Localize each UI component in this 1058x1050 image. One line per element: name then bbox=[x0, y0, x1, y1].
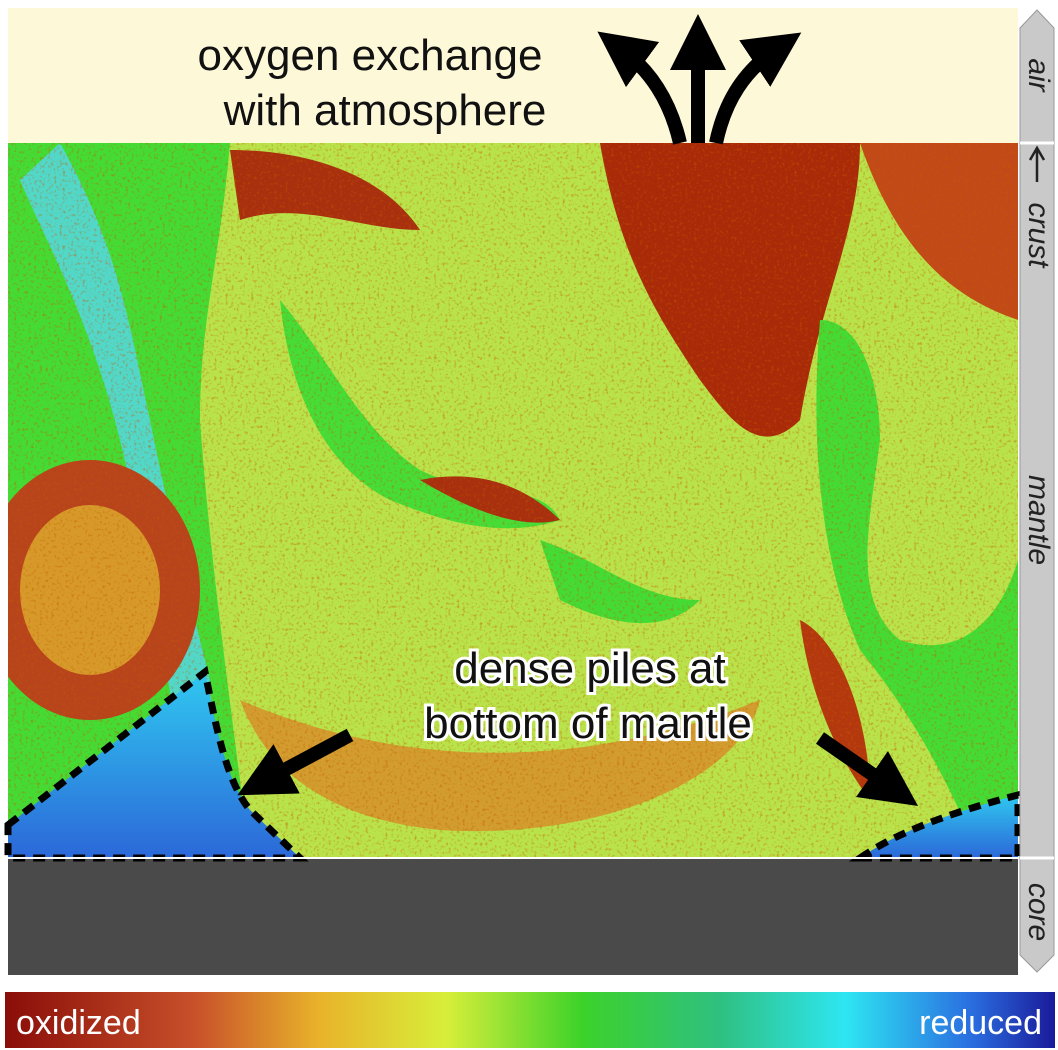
layer-label: air bbox=[1022, 58, 1055, 92]
page: Mantle oxidation diagram html, body { ma… bbox=[0, 0, 1058, 1050]
piles-label: bottom of mantle bbox=[424, 699, 752, 748]
header-line: oxygen exchange bbox=[198, 31, 543, 80]
layer-label: core bbox=[1022, 883, 1055, 941]
page-body: {"header": {"lines": ["oxygen exchange",… bbox=[0, 0, 1058, 1050]
colorbar-label: reduced bbox=[919, 1004, 1042, 1042]
colorbar-label: oxidized bbox=[16, 1004, 141, 1042]
layer-label: mantle bbox=[1022, 475, 1055, 565]
diagram: oxygen exchange with atmosphere dense pi… bbox=[0, 0, 1058, 1050]
core-layer bbox=[8, 858, 1018, 975]
header-line: with atmosphere bbox=[223, 86, 547, 135]
colorbar bbox=[5, 992, 1055, 1048]
piles-label: dense piles at bbox=[454, 644, 726, 693]
layer-label: crust bbox=[1022, 202, 1055, 269]
